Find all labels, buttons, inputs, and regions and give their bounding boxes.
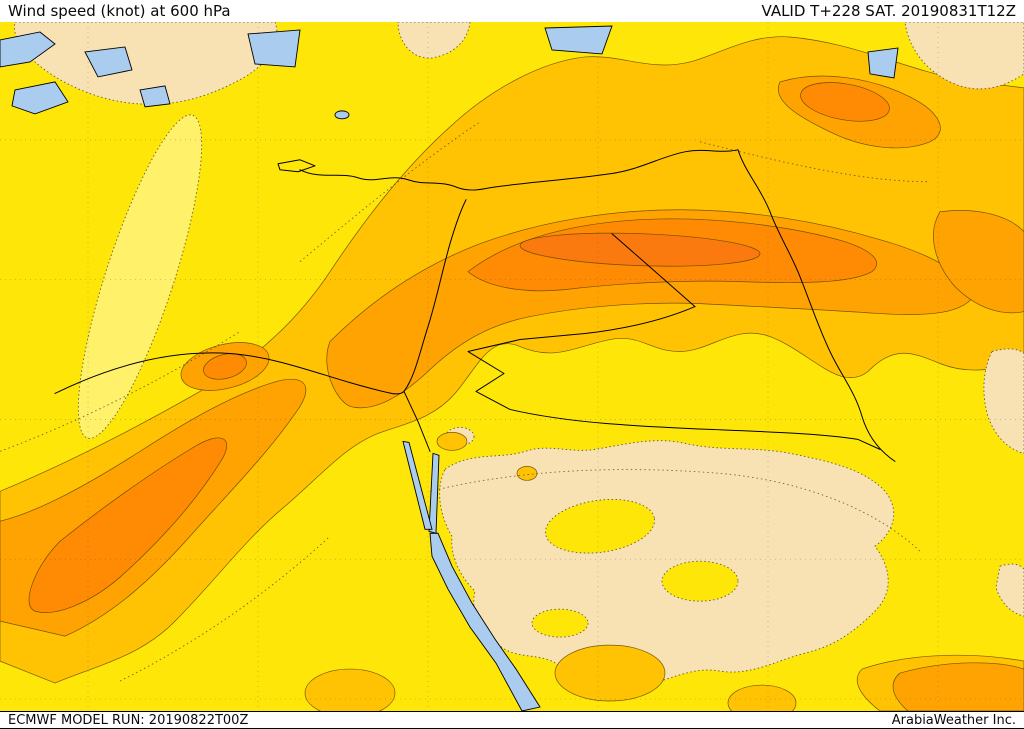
footer-bar: ECMWF MODEL RUN: 20190822T00Z ArabiaWeat… xyxy=(0,712,1024,729)
cream-region-anatolia-top xyxy=(397,22,471,59)
water-gulf-of-aqaba xyxy=(428,452,440,534)
water-black-sea-west xyxy=(247,29,301,68)
yellow-hole-arabia-2 xyxy=(661,560,739,602)
model-run-label: ECMWF MODEL RUN: 20190822T00Z xyxy=(8,712,249,728)
light-yellow-band xyxy=(77,114,203,439)
border-turkey-south xyxy=(299,149,739,191)
yellow-hole-arabia-1 xyxy=(544,498,656,554)
orange2-blob-southeast xyxy=(892,662,1024,711)
cream-regions xyxy=(14,22,1024,688)
country-borders xyxy=(54,149,896,462)
map-footer-divider xyxy=(0,711,1024,712)
coast-egypt-levant xyxy=(54,199,467,395)
orange3-band-west xyxy=(28,437,228,613)
yellow-hole-arabia-3 xyxy=(531,608,589,638)
cyprus-island xyxy=(277,159,316,173)
water-aegean-2 xyxy=(11,81,69,115)
valid-time-label: VALID T+228 SAT. 20190831T12Z xyxy=(761,2,1016,20)
orange-dot-levant-2 xyxy=(516,466,538,481)
cream-region-east-edge xyxy=(983,348,1024,454)
water-gulf-of-suez xyxy=(402,440,433,530)
water-caspian-corner xyxy=(867,47,899,79)
attribution-label: ArabiaWeather Inc. xyxy=(891,712,1016,728)
orange3-delta-core xyxy=(203,353,247,380)
orange-blob-south-3 xyxy=(727,684,797,711)
water-black-sea-east xyxy=(544,25,613,55)
water-red-sea xyxy=(429,532,541,711)
water-bodies xyxy=(0,25,899,711)
border-iraq-jordan-saudi xyxy=(467,306,881,450)
border-egypt-israel xyxy=(403,390,431,452)
orange2-blob-east-edge xyxy=(933,210,1024,314)
orange-blob-south-2 xyxy=(554,644,666,702)
cream-region-east-edge-low xyxy=(995,563,1024,617)
water-lake-west xyxy=(139,85,171,108)
header-bar: Wind speed (knot) at 600 hPa VALID T+228… xyxy=(0,0,1024,22)
water-aegean-1 xyxy=(0,31,56,68)
map-title: Wind speed (knot) at 600 hPa xyxy=(8,2,231,20)
map-canvas xyxy=(0,22,1024,711)
border-iran-west xyxy=(737,149,896,462)
cream-region-northeast-corner xyxy=(904,22,1024,90)
orange-band-main xyxy=(0,36,1024,684)
orange-dot-levant-1 xyxy=(436,432,468,451)
orange3-blob-northeast xyxy=(800,82,890,122)
dotted-contours xyxy=(0,121,931,682)
orange-blob-south-1 xyxy=(304,668,396,711)
border-syria-iraq xyxy=(611,233,696,308)
orange-core-max-wind xyxy=(519,232,761,267)
water-lake-anatolia xyxy=(334,110,350,120)
wind-speed-map xyxy=(0,22,1024,711)
water-marmara xyxy=(84,46,133,78)
